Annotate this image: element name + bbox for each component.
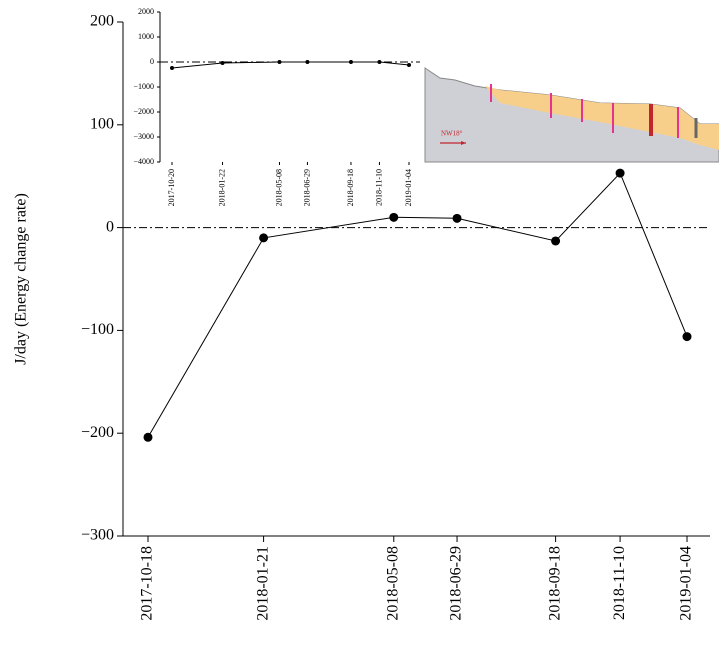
data-line — [171, 61, 410, 69]
y-tick-label: −3000 — [133, 132, 154, 141]
x-tick-label: 2018-01-21 — [254, 546, 271, 621]
data-point — [170, 66, 174, 70]
data-point — [277, 60, 282, 64]
data-point — [551, 236, 561, 246]
x-tick-label: 2018-09-18 — [546, 546, 563, 621]
data-point — [143, 432, 153, 442]
x-tick-label: 2017-10-18 — [139, 546, 156, 621]
x-tick-label: 2019-01-04 — [404, 169, 413, 206]
x-tick-label: 2018-11-10 — [374, 169, 383, 206]
x-tick-label: 2019-01-04 — [678, 546, 695, 621]
y-tick-label: −300 — [81, 527, 114, 544]
arrow-head — [461, 141, 466, 145]
data-point — [377, 60, 382, 64]
data-point — [220, 61, 225, 65]
x-tick-label: 2018-11-10 — [611, 546, 628, 620]
data-point — [682, 332, 692, 342]
y-tick-label: −4000 — [133, 157, 154, 166]
y-tick-label: 200 — [90, 13, 114, 30]
y-tick-label: −1000 — [133, 82, 154, 91]
data-point — [389, 212, 399, 222]
x-tick-label: 2017-10-20 — [167, 169, 176, 206]
x-tick-label: 2018-05-08 — [384, 546, 401, 621]
x-tick-label: 2018-09-18 — [346, 169, 355, 206]
data-point — [615, 168, 625, 178]
x-tick-label: 2018-05-08 — [274, 169, 283, 206]
annotation: NW18° — [441, 130, 463, 138]
data-point — [259, 233, 269, 243]
data-line — [147, 172, 688, 438]
data-point — [452, 213, 462, 223]
y-tick-label: 1000 — [138, 32, 154, 41]
data-point — [407, 63, 411, 67]
y-axis-label: J/day (Energy change rate) — [13, 193, 30, 365]
data-point — [348, 60, 353, 64]
y-tick-label: −100 — [81, 321, 114, 338]
y-tick-label: 2000 — [138, 7, 154, 16]
cross-section: NW18° — [424, 67, 719, 163]
x-tick-label: 2018-06-29 — [448, 546, 465, 621]
y-tick-label: −200 — [81, 424, 114, 441]
deposit — [485, 86, 719, 150]
y-tick-label: −2000 — [133, 107, 154, 116]
y-tick-label: 100 — [90, 115, 114, 132]
x-tick-label: 2018-01-22 — [217, 169, 226, 206]
y-tick-label: 0 — [150, 57, 154, 66]
data-point — [305, 60, 310, 64]
y-tick-label: 0 — [106, 218, 114, 235]
x-tick-label: 2018-06-29 — [302, 169, 311, 206]
